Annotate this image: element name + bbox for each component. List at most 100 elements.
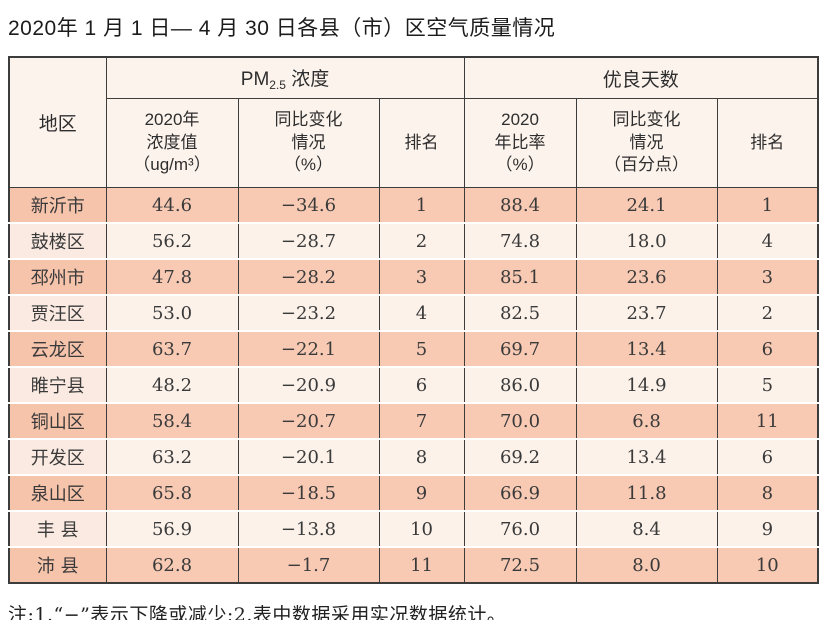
cell-good-ratio: 70.0	[463, 403, 577, 440]
table-row: 沛 县 62.8 −1.7 11 72.5 8.0 10	[8, 547, 819, 583]
header-group-pm25: PM2.5 浓度	[105, 56, 465, 99]
pm25-subscript: 2.5	[269, 78, 286, 92]
table-body: 新沂市 44.6 −34.6 1 88.4 24.1 1 鼓楼区 56.2 −2…	[8, 187, 819, 583]
cell-good-rank: 6	[716, 331, 819, 368]
cell-pm-rank: 3	[378, 259, 465, 296]
cell-pm-value: 65.8	[105, 475, 239, 512]
cell-good-change: 14.9	[575, 367, 718, 404]
cell-good-rank: 5	[716, 367, 819, 404]
cell-good-ratio: 66.9	[463, 475, 577, 512]
cell-pm-change: −22.1	[237, 331, 380, 368]
air-quality-table: 地区 PM2.5 浓度 优良天数 2020年 浓度值 （ug/m³） 同比变化 …	[8, 56, 820, 584]
cell-pm-rank: 1	[378, 187, 465, 224]
cell-region: 睢宁县	[8, 367, 107, 404]
header-good-ratio: 2020 年比率 （%）	[463, 98, 577, 188]
cell-pm-value: 47.8	[105, 259, 239, 296]
table-row: 睢宁县 48.2 −20.9 6 86.0 14.9 5	[8, 367, 819, 404]
table-row: 新沂市 44.6 −34.6 1 88.4 24.1 1	[8, 187, 819, 224]
cell-pm-rank: 7	[378, 403, 465, 440]
cell-good-ratio: 72.5	[463, 547, 577, 583]
cell-good-ratio: 82.5	[463, 295, 577, 332]
cell-pm-change: −28.7	[237, 223, 380, 260]
cell-pm-change: −20.1	[237, 439, 380, 476]
cell-good-rank: 11	[716, 403, 819, 440]
cell-pm-value: 44.6	[105, 187, 239, 224]
cell-good-rank: 4	[716, 223, 819, 260]
header-good-change: 同比变化 情况 （百分点）	[575, 98, 718, 188]
cell-good-change: 8.4	[575, 511, 718, 548]
cell-pm-change: −20.7	[237, 403, 380, 440]
cell-good-ratio: 74.8	[463, 223, 577, 260]
cell-pm-change: −34.6	[237, 187, 380, 224]
header-pm-rank: 排名	[378, 98, 465, 188]
cell-good-change: 24.1	[575, 187, 718, 224]
table-header: 地区 PM2.5 浓度 优良天数 2020年 浓度值 （ug/m³） 同比变化 …	[8, 56, 819, 188]
header-pm-change: 同比变化 情况 （%）	[237, 98, 380, 188]
table-row: 云龙区 63.7 −22.1 5 69.7 13.4 6	[8, 331, 819, 368]
cell-pm-value: 63.2	[105, 439, 239, 476]
cell-region: 铜山区	[8, 403, 107, 440]
cell-good-change: 8.0	[575, 547, 718, 583]
cell-region: 丰 县	[8, 511, 107, 548]
cell-pm-change: −23.2	[237, 295, 380, 332]
cell-good-change: 23.7	[575, 295, 718, 332]
sub-header-row: 2020年 浓度值 （ug/m³） 同比变化 情况 （%） 排名 2020 年比…	[9, 98, 819, 188]
cell-pm-change: −18.5	[237, 475, 380, 512]
cell-pm-value: 56.2	[105, 223, 239, 260]
cell-good-rank: 8	[716, 475, 819, 512]
cell-region: 邳州市	[8, 259, 107, 296]
pm25-label: PM	[240, 69, 270, 90]
table-row: 开发区 63.2 −20.1 8 69.2 13.4 6	[8, 439, 819, 476]
cell-good-ratio: 86.0	[463, 367, 577, 404]
cell-pm-rank: 2	[378, 223, 465, 260]
cell-good-ratio: 69.2	[463, 439, 577, 476]
cell-region: 开发区	[8, 439, 107, 476]
cell-region: 新沂市	[8, 187, 107, 224]
cell-good-ratio: 76.0	[463, 511, 577, 548]
cell-good-ratio: 69.7	[463, 331, 577, 368]
cell-good-rank: 6	[716, 439, 819, 476]
cell-pm-rank: 6	[378, 367, 465, 404]
cell-pm-value: 62.8	[105, 547, 239, 583]
cell-good-change: 23.6	[575, 259, 718, 296]
cell-region: 云龙区	[8, 331, 107, 368]
cell-pm-rank: 5	[378, 331, 465, 368]
cell-good-rank: 3	[716, 259, 819, 296]
cell-region: 泉山区	[8, 475, 107, 512]
cell-good-ratio: 85.1	[463, 259, 577, 296]
cell-good-change: 6.8	[575, 403, 718, 440]
cell-pm-rank: 9	[378, 475, 465, 512]
cell-good-ratio: 88.4	[463, 187, 577, 224]
header-good-rank: 排名	[716, 98, 819, 188]
table-row: 泉山区 65.8 −18.5 9 66.9 11.8 8	[8, 475, 819, 512]
cell-pm-value: 56.9	[105, 511, 239, 548]
cell-pm-change: −28.2	[237, 259, 380, 296]
cell-region: 沛 县	[8, 547, 107, 583]
pm25-suffix: 浓度	[285, 69, 330, 90]
cell-pm-rank: 11	[378, 547, 465, 583]
cell-pm-change: −13.8	[237, 511, 380, 548]
table-row: 丰 县 56.9 −13.8 10 76.0 8.4 9	[8, 511, 819, 548]
cell-pm-rank: 4	[378, 295, 465, 332]
cell-region: 贾汪区	[8, 295, 107, 332]
table-row: 贾汪区 53.0 −23.2 4 82.5 23.7 2	[8, 295, 819, 332]
group-header-row: 地区 PM2.5 浓度 优良天数	[8, 56, 819, 188]
footnote: 注:1.“−”表示下降或减少;2.表中数据采用实况数据统计。	[8, 604, 507, 620]
cell-region: 鼓楼区	[8, 223, 107, 260]
table-row: 邳州市 47.8 −28.2 3 85.1 23.6 3	[8, 259, 819, 296]
cell-pm-rank: 10	[378, 511, 465, 548]
cell-good-rank: 9	[716, 511, 819, 548]
header-group-good-days: 优良天数	[463, 56, 819, 99]
header-pm-value: 2020年 浓度值 （ug/m³）	[105, 98, 239, 188]
cell-good-change: 13.4	[575, 331, 718, 368]
cell-pm-value: 48.2	[105, 367, 239, 404]
cell-pm-value: 53.0	[105, 295, 239, 332]
table-row: 铜山区 58.4 −20.7 7 70.0 6.8 11	[8, 403, 819, 440]
cell-pm-change: −20.9	[237, 367, 380, 404]
cell-good-change: 13.4	[575, 439, 718, 476]
cell-good-change: 11.8	[575, 475, 718, 512]
cell-pm-value: 63.7	[105, 331, 239, 368]
cell-pm-rank: 8	[378, 439, 465, 476]
table-row: 鼓楼区 56.2 −28.7 2 74.8 18.0 4	[8, 223, 819, 260]
